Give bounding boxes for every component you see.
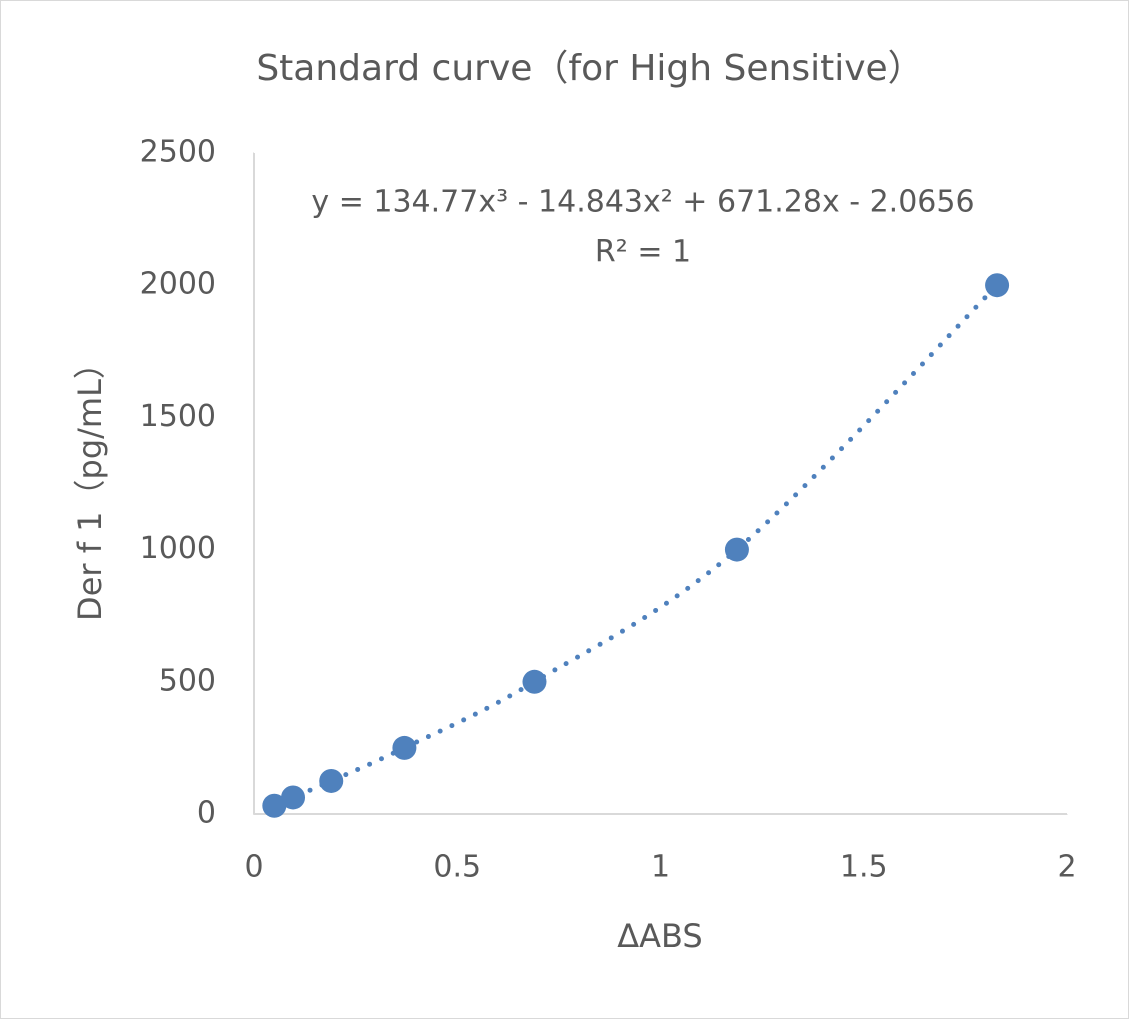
x-tick-label: 0 [244, 850, 263, 885]
y-tick-label: 2000 [140, 267, 216, 302]
y-axis-label: Der f 1（pg/mL） [71, 347, 109, 621]
x-tick-label: 0.5 [433, 850, 481, 885]
trendline [271, 282, 1000, 809]
data-point [262, 793, 287, 818]
y-tick-label: 1500 [140, 399, 216, 434]
data-point [985, 273, 1010, 298]
x-tick-label: 2 [1057, 850, 1076, 885]
data-point [724, 537, 749, 562]
data-point [522, 669, 547, 694]
equation: y = 134.77x³ - 14.843x² + 671.28x - 2.06… [311, 185, 974, 220]
y-tick-label: 2500 [140, 135, 216, 170]
data-point [281, 785, 306, 810]
x-tick-label: 1 [651, 850, 670, 885]
x-axis-label: ΔABS [617, 917, 702, 955]
y-tick-label: 0 [197, 796, 216, 831]
y-tick-label: 1000 [140, 531, 216, 566]
y-tick-label: 500 [159, 663, 216, 698]
r-squared: R² = 1 [595, 235, 691, 270]
data-point [392, 735, 417, 760]
x-tick-label: 1.5 [840, 850, 888, 885]
data-point [319, 768, 344, 793]
chart-title: Standard curve（for High Sensitive） [256, 48, 923, 89]
